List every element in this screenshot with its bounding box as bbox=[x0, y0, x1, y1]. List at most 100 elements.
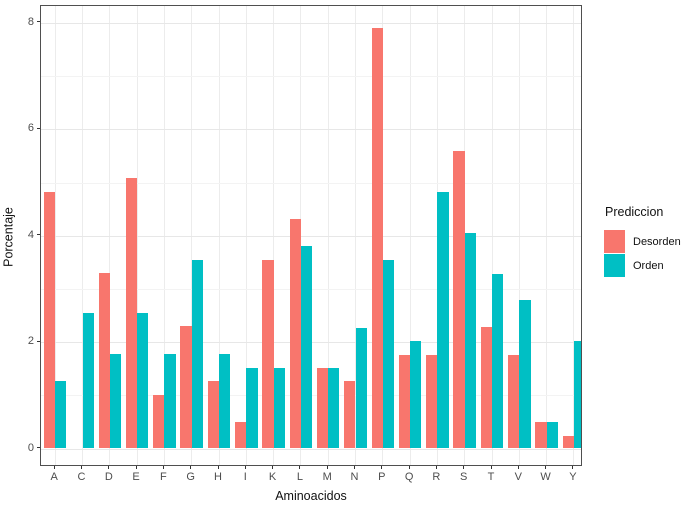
bar-desorden-N bbox=[344, 381, 356, 449]
bar-orden-R bbox=[437, 192, 449, 449]
y-tick bbox=[37, 340, 40, 342]
y-tick bbox=[37, 127, 40, 129]
x-tick-label: I bbox=[243, 471, 247, 483]
bar-orden-A bbox=[55, 381, 67, 449]
gridline-vertical bbox=[82, 6, 83, 465]
x-tick-label: Y bbox=[569, 471, 577, 483]
bar-orden-T bbox=[492, 274, 504, 449]
bar-desorden-H bbox=[207, 381, 219, 449]
bar-desorden-P bbox=[371, 27, 383, 449]
x-tick bbox=[326, 466, 328, 469]
bar-orden-V bbox=[519, 300, 531, 449]
bar-desorden-G bbox=[180, 326, 192, 449]
x-tick-label: W bbox=[540, 471, 551, 483]
bar-desorden-A bbox=[43, 191, 56, 449]
x-tick-label: C bbox=[77, 471, 86, 483]
bar-orden-I bbox=[246, 368, 258, 449]
y-tick-label: 4 bbox=[27, 228, 34, 241]
gridline-major bbox=[41, 235, 581, 237]
x-tick bbox=[299, 466, 301, 469]
x-tick bbox=[545, 466, 547, 469]
x-tick-label: D bbox=[104, 471, 113, 483]
bar-orden-K bbox=[273, 368, 285, 449]
y-tick bbox=[37, 447, 40, 448]
gridline-major bbox=[41, 22, 581, 24]
x-tick bbox=[217, 466, 219, 469]
y-tick-label: 0 bbox=[27, 441, 34, 454]
x-tick bbox=[435, 466, 437, 469]
bar-orden-L bbox=[300, 245, 313, 449]
bar-orden-M bbox=[328, 368, 340, 449]
x-tick-label: R bbox=[432, 471, 441, 483]
bar-orden-E bbox=[137, 313, 149, 449]
x-tick-label: M bbox=[322, 471, 332, 483]
gridline-vertical bbox=[409, 6, 411, 465]
x-tick-label: L bbox=[296, 471, 303, 483]
gridline-major bbox=[41, 129, 581, 131]
x-tick-label: P bbox=[378, 471, 386, 483]
gridline-vertical bbox=[191, 6, 193, 465]
legend-item-orden: Orden bbox=[604, 254, 699, 277]
y-tick-label: 6 bbox=[27, 122, 34, 135]
bar-orden-C bbox=[82, 313, 94, 449]
bar-orden-P bbox=[382, 259, 395, 449]
x-tick-label: V bbox=[514, 471, 522, 483]
bar-desorden-V bbox=[508, 354, 520, 449]
y-tick-label: 2 bbox=[27, 335, 34, 348]
plot-panel bbox=[40, 5, 582, 466]
bar-orden-N bbox=[355, 327, 367, 449]
x-tick bbox=[272, 466, 274, 469]
gridline-vertical bbox=[491, 6, 493, 465]
x-tick bbox=[463, 466, 465, 469]
gridline-vertical bbox=[355, 6, 356, 465]
x-tick bbox=[408, 466, 410, 469]
bar-desorden-L bbox=[289, 219, 301, 449]
bar-desorden-S bbox=[453, 151, 465, 449]
x-tick bbox=[244, 466, 246, 469]
x-tick-label: H bbox=[214, 471, 222, 483]
bar-desorden-Q bbox=[398, 354, 411, 449]
gridline-vertical bbox=[300, 6, 302, 465]
legend-swatch-desorden bbox=[604, 230, 625, 253]
gridline-vertical bbox=[382, 6, 384, 465]
legend: Prediccion Desorden Orden bbox=[599, 205, 699, 278]
gridline-vertical bbox=[573, 6, 575, 465]
bar-orden-G bbox=[191, 260, 203, 449]
y-tick-label: 8 bbox=[27, 15, 34, 28]
gridline-vertical bbox=[518, 6, 520, 465]
gridline-vertical bbox=[163, 6, 165, 465]
bar-desorden-F bbox=[153, 395, 165, 449]
x-tick-label: T bbox=[487, 471, 495, 483]
bar-desorden-M bbox=[316, 368, 329, 449]
gridline-minor bbox=[41, 76, 581, 78]
gridline-vertical bbox=[109, 6, 111, 465]
gridline-vertical bbox=[54, 6, 56, 465]
x-tick-label: A bbox=[50, 471, 58, 483]
bar-orden-W bbox=[546, 421, 558, 449]
y-tick bbox=[37, 21, 40, 23]
legend-swatch-orden bbox=[604, 254, 625, 277]
x-tick bbox=[572, 466, 574, 469]
y-axis-title: Porcentaje bbox=[1, 207, 16, 267]
x-tick bbox=[108, 466, 110, 469]
bar-desorden-Y bbox=[562, 435, 574, 449]
gridline-vertical bbox=[245, 6, 247, 465]
bar-orden-S bbox=[464, 233, 476, 449]
x-tick-label: G bbox=[186, 471, 195, 483]
x-tick-label: F bbox=[160, 471, 167, 483]
x-tick bbox=[490, 466, 492, 469]
bar-orden-Y bbox=[573, 341, 581, 449]
bar-orden-F bbox=[164, 354, 176, 449]
legend-title: Prediccion bbox=[605, 205, 664, 219]
x-tick bbox=[81, 466, 82, 469]
x-tick-label: S bbox=[460, 471, 468, 483]
bar-desorden-R bbox=[426, 354, 438, 449]
bar-orden-Q bbox=[410, 341, 422, 449]
x-tick bbox=[517, 466, 519, 469]
x-tick bbox=[162, 466, 164, 469]
gridline-vertical bbox=[273, 6, 275, 465]
gridline-vertical bbox=[218, 6, 220, 465]
x-tick-label: K bbox=[268, 471, 277, 483]
x-tick-label: N bbox=[350, 471, 359, 483]
